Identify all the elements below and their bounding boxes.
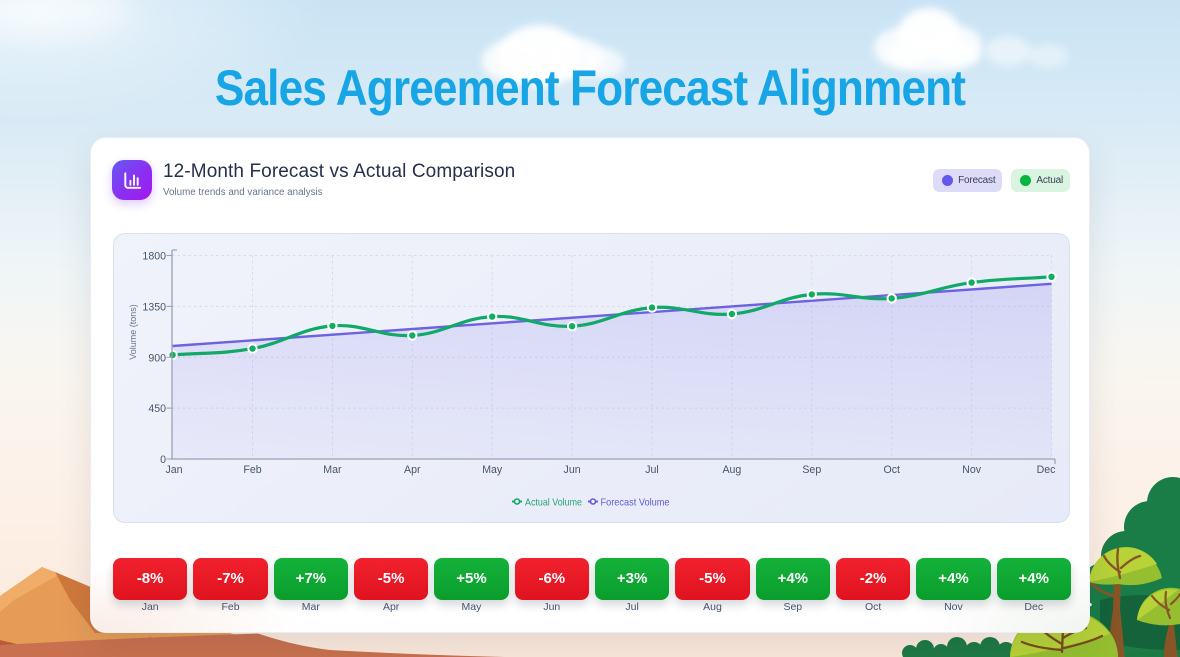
svg-text:Dec: Dec	[1037, 464, 1057, 476]
svg-text:Nov: Nov	[962, 464, 982, 476]
svg-text:Mar: Mar	[323, 464, 342, 476]
svg-text:Aug: Aug	[722, 464, 741, 476]
svg-text:Jan: Jan	[165, 464, 182, 476]
svg-text:May: May	[482, 464, 503, 476]
svg-text:Apr: Apr	[404, 464, 421, 476]
svg-text:Jun: Jun	[564, 464, 581, 476]
svg-text:Volume (tons): Volume (tons)	[128, 304, 138, 360]
svg-text:1350: 1350	[142, 301, 166, 313]
svg-text:Jul: Jul	[645, 464, 659, 476]
svg-text:Sep: Sep	[802, 464, 821, 476]
svg-text:Forecast Volume: Forecast Volume	[601, 497, 670, 508]
svg-text:450: 450	[148, 403, 166, 415]
svg-text:Feb: Feb	[243, 464, 261, 476]
svg-text:1800: 1800	[142, 251, 166, 263]
svg-text:900: 900	[148, 352, 166, 364]
svg-text:0: 0	[160, 454, 166, 466]
svg-text:Actual Volume: Actual Volume	[525, 497, 582, 508]
svg-text:Oct: Oct	[883, 464, 900, 476]
